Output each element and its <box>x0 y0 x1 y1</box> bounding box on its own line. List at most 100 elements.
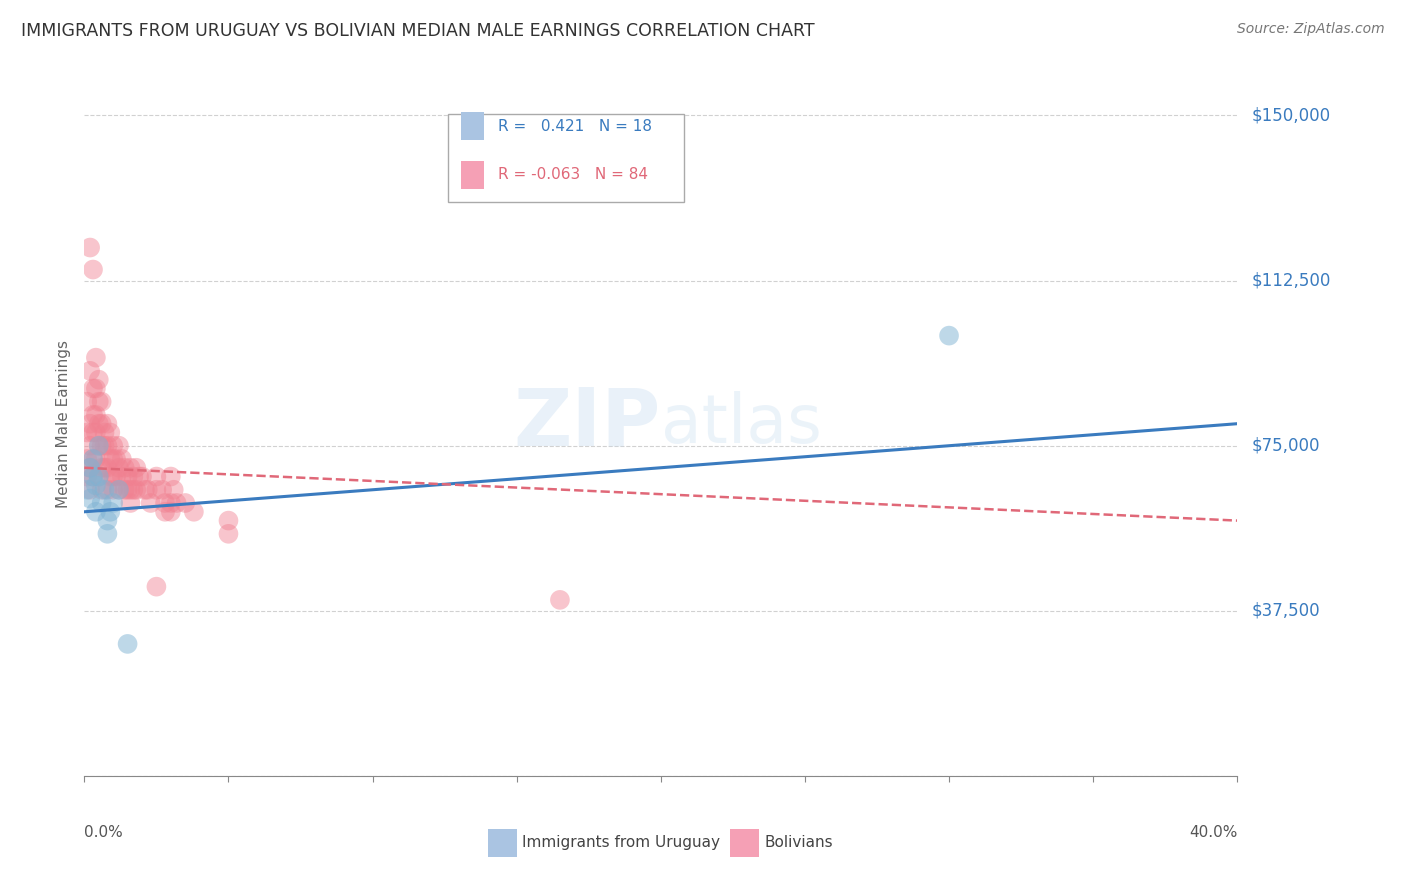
Point <box>87 469 110 483</box>
Point <box>87 417 110 431</box>
Point <box>108 460 131 475</box>
Text: ZIP: ZIP <box>513 384 661 463</box>
Point <box>76 483 98 497</box>
Point <box>82 262 104 277</box>
Point <box>87 373 110 387</box>
Point <box>98 425 121 440</box>
Point <box>82 451 104 466</box>
Point <box>90 496 112 510</box>
Point <box>98 469 121 483</box>
Point <box>145 469 167 483</box>
Point <box>108 439 131 453</box>
Text: R =   0.421   N = 18: R = 0.421 N = 18 <box>498 119 652 134</box>
Text: 0.0%: 0.0% <box>84 825 124 840</box>
Point <box>93 483 115 497</box>
Point <box>76 451 98 466</box>
Point <box>98 505 121 519</box>
Point <box>160 505 183 519</box>
Text: atlas: atlas <box>661 391 821 457</box>
Point <box>103 483 124 497</box>
Point <box>105 451 128 466</box>
Point <box>82 469 104 483</box>
Point <box>120 460 142 475</box>
Text: $75,000: $75,000 <box>1251 437 1320 455</box>
Point <box>120 496 142 510</box>
Point <box>122 483 145 497</box>
Point <box>93 460 115 475</box>
Point <box>160 469 183 483</box>
Point <box>90 417 112 431</box>
Point <box>136 483 159 497</box>
Point <box>79 364 101 378</box>
Point <box>134 483 156 497</box>
Point <box>96 483 118 497</box>
Point <box>163 483 186 497</box>
Point <box>90 483 112 497</box>
Point <box>139 496 162 510</box>
FancyBboxPatch shape <box>461 161 485 189</box>
Point <box>153 505 176 519</box>
Point <box>96 417 118 431</box>
Point <box>111 451 134 466</box>
Point <box>145 483 167 497</box>
Point <box>103 451 124 466</box>
Point <box>153 496 176 510</box>
Point <box>103 439 124 453</box>
Point <box>125 460 148 475</box>
Point <box>84 478 107 492</box>
Point <box>82 408 104 422</box>
Point <box>84 425 107 440</box>
Point <box>218 514 240 528</box>
Point <box>117 469 139 483</box>
Point <box>145 580 167 594</box>
Point <box>183 505 205 519</box>
Point <box>96 526 118 541</box>
Point <box>548 592 571 607</box>
FancyBboxPatch shape <box>730 829 759 857</box>
Point <box>90 439 112 453</box>
Point <box>84 408 107 422</box>
Point <box>79 417 101 431</box>
Text: R = -0.063   N = 84: R = -0.063 N = 84 <box>498 168 648 183</box>
Point <box>103 469 124 483</box>
FancyBboxPatch shape <box>447 113 683 202</box>
Text: Bolivians: Bolivians <box>765 836 834 850</box>
Point <box>87 439 110 453</box>
Point <box>174 496 197 510</box>
Point <box>108 483 131 497</box>
Point <box>82 451 104 466</box>
Point <box>108 483 131 497</box>
Point <box>96 460 118 475</box>
Text: $150,000: $150,000 <box>1251 106 1330 124</box>
Point <box>87 439 110 453</box>
Point <box>96 514 118 528</box>
Point <box>938 328 960 343</box>
Point <box>160 496 183 510</box>
Y-axis label: Median Male Earnings: Median Male Earnings <box>56 340 72 508</box>
Text: $112,500: $112,500 <box>1251 271 1330 290</box>
Point <box>117 637 139 651</box>
Point <box>79 460 101 475</box>
Point <box>120 483 142 497</box>
Point <box>84 505 107 519</box>
Point <box>114 483 136 497</box>
Point <box>90 394 112 409</box>
Point <box>218 526 240 541</box>
Point <box>150 483 173 497</box>
Point <box>117 483 139 497</box>
Point <box>79 491 101 506</box>
Point <box>166 496 188 510</box>
Point <box>84 351 107 365</box>
Point <box>125 483 148 497</box>
Point <box>79 240 101 255</box>
Point <box>103 496 124 510</box>
Point <box>128 469 150 483</box>
Point <box>131 469 153 483</box>
Point <box>93 439 115 453</box>
Point <box>84 382 107 396</box>
Point <box>82 382 104 396</box>
Point <box>79 439 101 453</box>
Point <box>79 483 101 497</box>
Point <box>98 451 121 466</box>
Text: $37,500: $37,500 <box>1251 602 1320 620</box>
